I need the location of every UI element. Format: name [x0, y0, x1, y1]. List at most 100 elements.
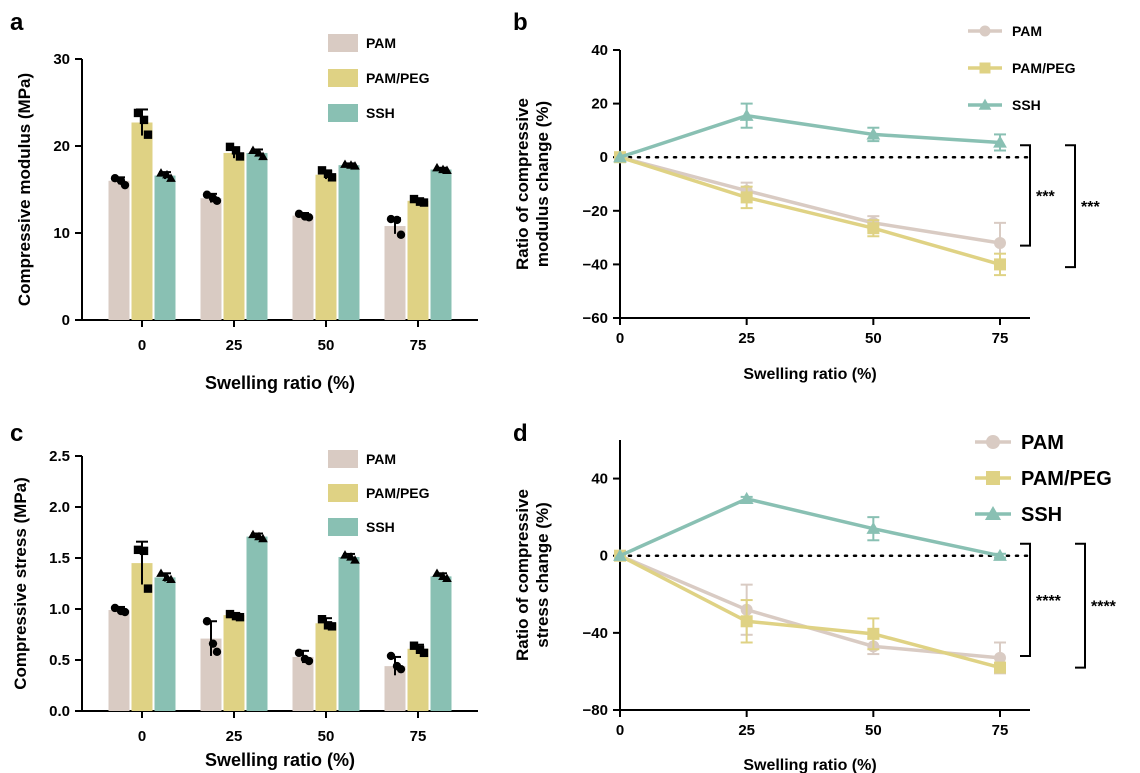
- data-point-pam: [120, 180, 130, 190]
- data-point-pam-peg: [235, 612, 245, 622]
- legend-label-pam-peg: PAM/PEG: [366, 70, 430, 86]
- significance-label: ***: [1036, 188, 1055, 205]
- x-tick-label: 25: [226, 337, 243, 354]
- legend-swatch-pam-peg: [328, 484, 358, 502]
- data-point-ssh: [166, 574, 176, 584]
- legend-swatch-ssh: [328, 518, 358, 536]
- data-point-pam-peg: [143, 584, 153, 593]
- x-axis-title: Swelling ratio (%): [743, 366, 876, 383]
- data-point-pam-peg: [231, 146, 241, 155]
- x-axis-title: Swelling ratio (%): [205, 750, 355, 770]
- significance-bracket: [1075, 542, 1086, 669]
- data-point-pam-peg: [740, 615, 753, 628]
- data-point-ssh: [432, 162, 442, 172]
- legend-label-pam-peg: PAM/PEG: [1021, 468, 1112, 490]
- data-point-pam-peg: [225, 609, 235, 619]
- x-tick-label: 75: [992, 722, 1009, 739]
- y-tick-label: −80: [583, 702, 608, 719]
- legend-swatch-pam: [328, 34, 358, 52]
- legend-marker-ssh: [978, 98, 992, 110]
- y-tick-label: 0: [600, 548, 608, 565]
- data-point-pam-peg: [133, 108, 143, 118]
- bar-pam-peg-50: [315, 623, 337, 711]
- data-point-pam-peg: [139, 546, 149, 556]
- significance-label: ****: [1036, 593, 1062, 610]
- data-point-pam: [396, 230, 406, 239]
- legend-label-pam-peg: PAM/PEG: [366, 485, 430, 501]
- bar-pam-75: [384, 226, 406, 320]
- significance-bracket: [1020, 144, 1031, 247]
- bar-pam-peg-25: [223, 615, 245, 711]
- bar-ssh-75: [430, 169, 452, 320]
- data-point-ssh: [340, 550, 350, 559]
- y-tick-label: 0.0: [49, 703, 70, 720]
- panel-b: b −60 −40 −20 0 20 40 0 25 50 75 Ratio of compressi…: [513, 9, 1100, 383]
- significance-bracket: [1020, 542, 1031, 657]
- legend-swatch-ssh: [328, 104, 358, 122]
- x-tick-label: 25: [738, 722, 755, 739]
- significance-label: ****: [1091, 599, 1117, 616]
- data-point-pam-peg: [409, 641, 419, 650]
- y-tick-label: −40: [583, 256, 608, 273]
- data-point-pam: [392, 215, 402, 225]
- y-tick-label: −40: [583, 625, 608, 642]
- legend-label-ssh: SSH: [366, 519, 395, 535]
- x-tick-label: 75: [410, 337, 427, 354]
- panel-letter: d: [513, 420, 528, 447]
- bar-pam-75: [384, 666, 406, 711]
- y-tick-label: 40: [591, 42, 608, 59]
- panel-c: c 0.0 0.5 1.0 1.5 2.0 2.5 Compressive stress (M…: [10, 420, 478, 770]
- bar-ssh-75: [430, 576, 452, 711]
- data-point-ssh: [432, 568, 442, 577]
- data-point-pam-peg: [327, 173, 337, 182]
- data-point-pam: [396, 664, 406, 674]
- y-tick-label: 20: [591, 96, 608, 113]
- bar-pam-50: [292, 215, 314, 320]
- legend-swatch-pam-peg: [328, 69, 358, 87]
- data-point-pam-peg: [867, 627, 880, 640]
- y-tick-label: −60: [583, 310, 608, 327]
- x-axis-title: Swelling ratio (%): [205, 373, 355, 393]
- x-tick-label: 25: [226, 728, 243, 745]
- legend-label-pam: PAM: [1021, 432, 1064, 454]
- legend-marker-pam: [979, 25, 991, 37]
- data-point-ssh: [993, 548, 1007, 561]
- data-point-pam-peg: [409, 194, 419, 204]
- y-tick-label: 0: [62, 312, 70, 329]
- bar-pam-peg-75: [407, 648, 429, 711]
- legend-marker-pam: [986, 435, 1000, 449]
- y-axis-title: Compressive stress (MPa): [11, 477, 30, 690]
- bar-ssh-0: [154, 175, 176, 320]
- data-point-pam: [304, 213, 314, 222]
- panel-letter: c: [10, 420, 23, 447]
- data-point-pam-peg: [225, 142, 235, 152]
- y-tick-label: 2.5: [49, 448, 70, 465]
- data-point-pam: [208, 639, 218, 648]
- bar-ssh-25: [246, 536, 268, 711]
- data-point-pam-peg: [327, 622, 337, 631]
- x-tick-label: 50: [318, 728, 335, 745]
- x-axis-title: Swelling ratio (%): [743, 757, 876, 773]
- data-point-pam-peg: [867, 222, 880, 235]
- bar-ssh-50: [338, 556, 360, 711]
- y-axis-title: Compressive modulus (MPa): [15, 73, 34, 306]
- data-point-pam-peg: [317, 166, 327, 175]
- data-point-pam-peg: [235, 152, 245, 161]
- significance-bracket: [1065, 144, 1076, 269]
- bar-pam-25: [200, 638, 222, 711]
- bar-pam-0: [108, 610, 130, 711]
- bar-pam-peg-25: [223, 152, 245, 320]
- data-point-ssh: [248, 145, 258, 154]
- y-tick-label: 10: [53, 225, 70, 242]
- data-point-pam-peg: [143, 130, 153, 139]
- y-tick-label: 0: [600, 149, 608, 166]
- bar-ssh-50: [338, 165, 360, 320]
- data-point-ssh: [248, 529, 258, 539]
- x-tick-label: 75: [410, 728, 427, 745]
- data-point-ssh: [613, 150, 627, 163]
- data-point-pam-peg: [419, 198, 429, 207]
- data-point-pam: [304, 656, 314, 666]
- data-point-pam: [202, 617, 212, 626]
- data-point-ssh: [350, 161, 360, 170]
